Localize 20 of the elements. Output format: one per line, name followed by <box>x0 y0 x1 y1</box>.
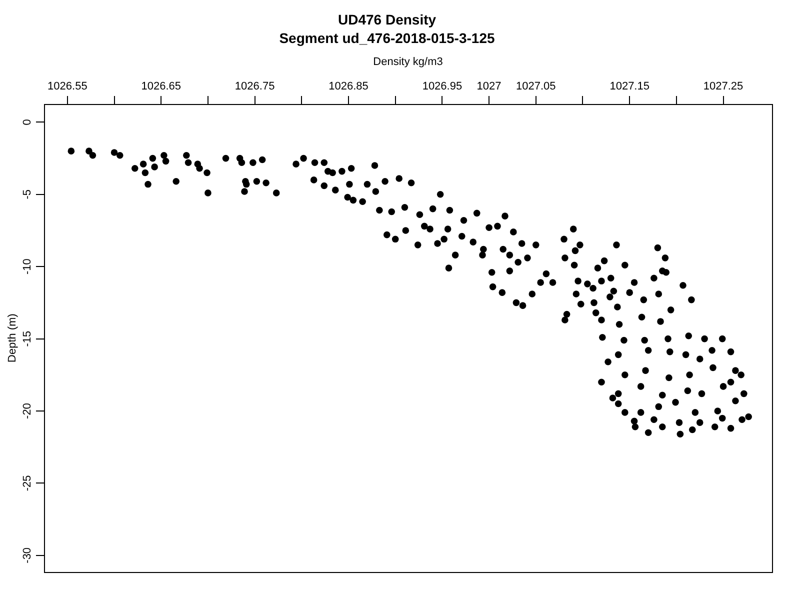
y-tick-label: -20 <box>22 403 34 419</box>
x-tick-label: 1027.15 <box>610 80 650 92</box>
x-tick-label: 1026.75 <box>234 80 275 92</box>
x-tick-label: 1026.65 <box>141 80 181 92</box>
x-axis-title: Density kg/m3 <box>373 56 443 68</box>
y-axis-title: Depth (m) <box>6 314 19 362</box>
y-tick-label: -30 <box>22 547 34 564</box>
y-tick-label: -5 <box>22 190 34 200</box>
y-tick-label: -10 <box>22 258 34 275</box>
x-tick-label: 1027.05 <box>516 80 556 92</box>
x-tick-label: 1027.25 <box>703 80 744 92</box>
x-tick-label: 1027 <box>476 80 502 92</box>
y-tick-label: -25 <box>22 475 34 492</box>
chart-title: UD476 Density <box>338 11 436 28</box>
y-tick-label: 0 <box>22 119 34 126</box>
chart-subtitle: Segment ud_476-2018-015-3-125 <box>279 30 495 46</box>
x-tick-label: 1026.95 <box>422 80 462 92</box>
x-tick-label: 1026.55 <box>48 80 88 92</box>
x-tick-label: 1026.85 <box>328 80 368 92</box>
y-tick-label: -15 <box>22 330 34 347</box>
